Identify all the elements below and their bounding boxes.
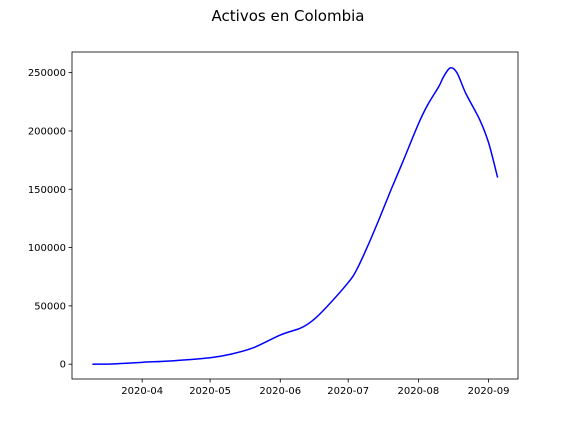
x-tick-label: 2020-06 (259, 386, 301, 397)
y-tick-label: 50000 (34, 301, 66, 312)
y-tick-label: 0 (60, 360, 66, 371)
y-tick-label: 100000 (28, 243, 66, 254)
y-tick-label: 250000 (28, 68, 66, 79)
series-line (92, 68, 497, 364)
x-tick-label: 2020-09 (468, 386, 510, 397)
chart-title: Activos en Colombia (212, 7, 365, 25)
y-tick-label: 200000 (28, 126, 66, 137)
x-axis: 2020-04 2020-05 2020-06 2020-07 2020-08 2020-… (121, 379, 509, 397)
y-axis: 0 50000 100000 150000 200000 250000 (28, 68, 72, 371)
y-tick-label: 150000 (28, 185, 66, 196)
x-tick-label: 2020-08 (397, 386, 439, 397)
x-tick-label: 2020-07 (327, 386, 369, 397)
x-tick-label: 2020-05 (189, 386, 231, 397)
x-tick-label: 2020-04 (121, 386, 163, 397)
